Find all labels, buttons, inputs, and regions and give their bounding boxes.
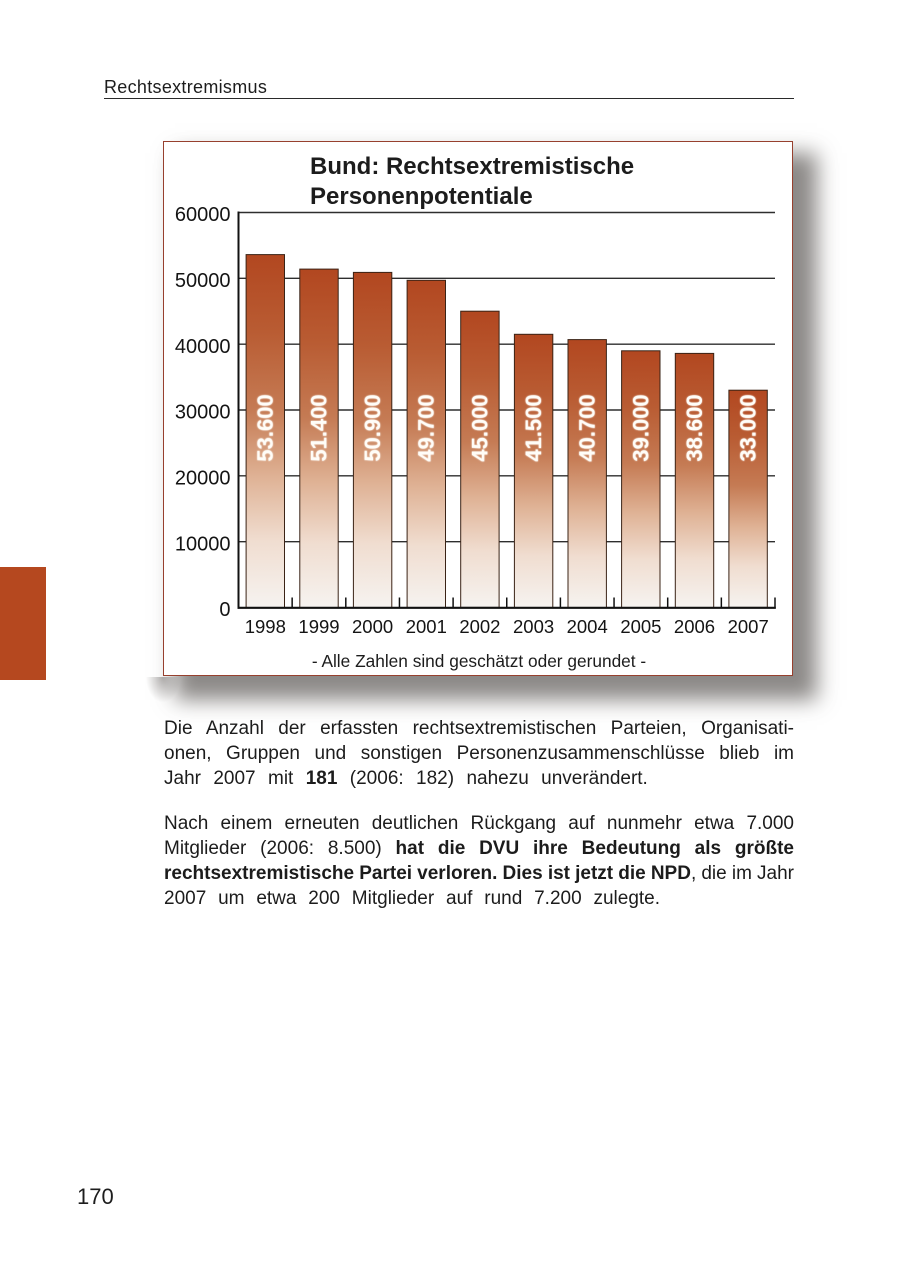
svg-text:0: 0 (219, 599, 230, 621)
svg-text:50000: 50000 (175, 270, 231, 292)
svg-text:40.700: 40.700 (575, 394, 600, 461)
svg-text:Personenpotentiale: Personenpotentiale (310, 183, 533, 210)
svg-text:49.700: 49.700 (414, 394, 439, 461)
svg-text:Bund: Rechtsextremistische: Bund: Rechtsextremistische (310, 153, 634, 180)
svg-text:2007: 2007 (728, 616, 769, 637)
svg-text:39.000: 39.000 (628, 394, 653, 461)
svg-text:1998: 1998 (245, 616, 286, 637)
svg-text:38.600: 38.600 (682, 394, 707, 461)
svg-text:45.000: 45.000 (467, 394, 492, 461)
svg-text:33.000: 33.000 (736, 394, 761, 461)
svg-text:40000: 40000 (175, 336, 231, 358)
svg-text:2004: 2004 (567, 616, 608, 637)
svg-text:10000: 10000 (175, 533, 231, 555)
svg-text:20000: 20000 (175, 468, 231, 490)
svg-text:51.400: 51.400 (306, 394, 331, 461)
svg-text:30000: 30000 (175, 402, 231, 424)
svg-text:60000: 60000 (175, 204, 231, 226)
svg-text:50.900: 50.900 (360, 394, 385, 461)
svg-text:53.600: 53.600 (253, 394, 278, 461)
svg-text:2002: 2002 (459, 616, 500, 637)
svg-text:2005: 2005 (620, 616, 661, 637)
svg-text:2003: 2003 (513, 616, 554, 637)
svg-text:1999: 1999 (298, 616, 339, 637)
svg-text:41.500: 41.500 (521, 394, 546, 461)
svg-text:2006: 2006 (674, 616, 715, 637)
svg-text:- Alle Zahlen sind geschätzt o: - Alle Zahlen sind geschätzt oder gerund… (312, 651, 646, 671)
svg-text:2000: 2000 (352, 616, 393, 637)
svg-text:2001: 2001 (406, 616, 447, 637)
